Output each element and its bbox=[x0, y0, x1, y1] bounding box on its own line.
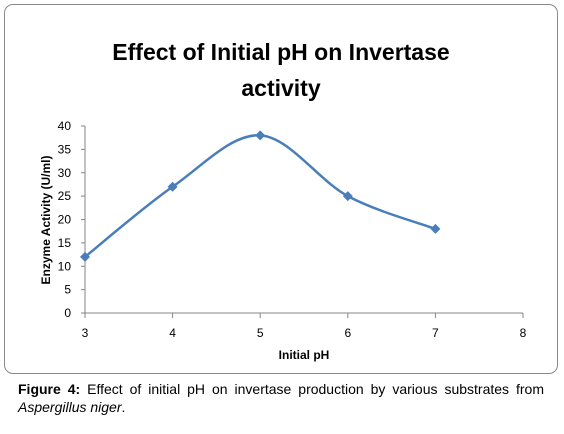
x-axis-label: Initial pH bbox=[279, 348, 330, 362]
data-point-marker bbox=[430, 223, 441, 234]
caption-end: . bbox=[121, 399, 126, 415]
x-tick-label: 6 bbox=[344, 326, 351, 340]
y-ticks: 0 5 10 15 20 25 30 35 40 bbox=[58, 119, 85, 320]
caption-label: Figure 4: bbox=[18, 381, 81, 397]
y-tick-label: 30 bbox=[58, 166, 72, 180]
chart-title-line-2: activity bbox=[241, 75, 320, 101]
y-tick-label: 15 bbox=[58, 236, 72, 250]
series-line bbox=[84, 134, 436, 258]
x-tick-label: 4 bbox=[169, 326, 176, 340]
x-ticks: 3 4 5 6 7 8 bbox=[82, 313, 527, 340]
y-tick-label: 20 bbox=[58, 213, 72, 227]
data-point-marker bbox=[255, 130, 266, 141]
caption-species: Aspergillus niger bbox=[18, 399, 122, 415]
y-tick-label: 35 bbox=[58, 142, 72, 156]
chart-title-line-1: Effect of Initial pH on Invertase bbox=[112, 39, 449, 65]
data-point-marker bbox=[342, 191, 353, 202]
x-tick-label: 7 bbox=[432, 326, 439, 340]
caption-text: Effect of initial pH on invertase produc… bbox=[80, 381, 544, 397]
figure-caption: Figure 4: Effect of initial pH on invert… bbox=[18, 380, 544, 416]
x-tick-label: 5 bbox=[257, 326, 264, 340]
x-tick-label: 3 bbox=[82, 326, 89, 340]
data-point-marker bbox=[80, 251, 90, 262]
y-tick-label: 0 bbox=[64, 306, 71, 320]
y-tick-label: 25 bbox=[58, 189, 72, 203]
line-chart: Effect of Initial pH on Invertase activi… bbox=[39, 39, 527, 362]
chart-frame bbox=[4, 4, 558, 374]
y-tick-label: 5 bbox=[64, 283, 71, 297]
y-tick-label: 10 bbox=[58, 259, 72, 273]
x-tick-label: 8 bbox=[520, 326, 527, 340]
data-point-marker bbox=[167, 181, 178, 192]
y-axis-label: Enzyme Activity (U/ml) bbox=[39, 156, 53, 285]
y-tick-label: 40 bbox=[58, 119, 72, 133]
series-markers bbox=[80, 130, 441, 262]
